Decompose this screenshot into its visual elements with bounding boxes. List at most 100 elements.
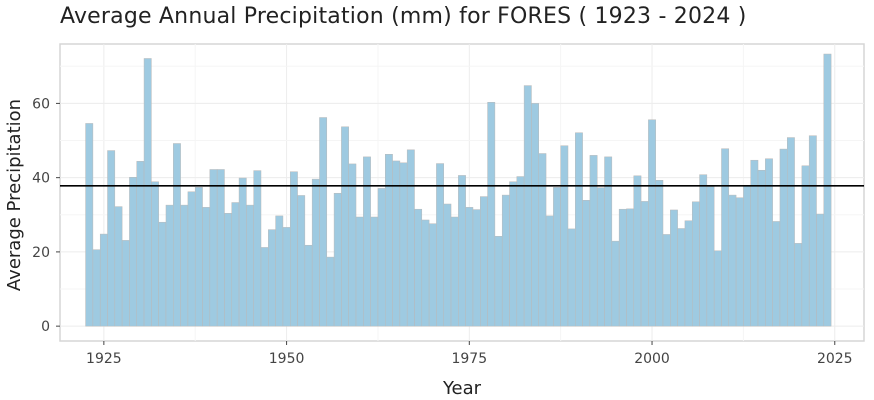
- bar: [121, 240, 130, 327]
- bar: [399, 162, 408, 327]
- bar: [421, 219, 430, 327]
- bar: [604, 156, 613, 327]
- x-tick-label: 1975: [451, 351, 487, 367]
- bar: [377, 188, 386, 327]
- bar: [670, 209, 678, 327]
- bar: [545, 215, 554, 327]
- bar: [289, 171, 298, 327]
- bar: [553, 187, 561, 327]
- bar: [772, 221, 781, 327]
- bar: [567, 228, 576, 327]
- bar: [743, 185, 751, 327]
- bar: [765, 158, 773, 327]
- bar: [333, 192, 342, 327]
- y-axis-title: Average Precipitation: [4, 99, 25, 291]
- bar: [99, 233, 108, 327]
- chart-title: Average Annual Precipitation (mm) for FO…: [60, 4, 747, 29]
- bar: [428, 223, 437, 327]
- y-tick-label: 60: [32, 96, 50, 112]
- bar: [472, 209, 481, 327]
- bar: [487, 102, 496, 327]
- bar: [509, 181, 518, 327]
- bar: [129, 177, 137, 327]
- bar: [311, 178, 320, 327]
- bar: [436, 163, 444, 327]
- bar: [757, 169, 766, 327]
- bar: [706, 186, 715, 327]
- bar: [801, 165, 810, 327]
- x-tick-label: 2025: [817, 351, 853, 367]
- bar: [216, 169, 225, 327]
- bar: [92, 249, 101, 327]
- bar: [326, 256, 335, 327]
- bar: [787, 137, 795, 327]
- bar: [640, 201, 649, 327]
- bar: [268, 229, 276, 327]
- bar: [699, 174, 708, 327]
- bar: [180, 204, 189, 327]
- bar: [713, 250, 722, 327]
- bar: [575, 132, 583, 327]
- bar: [224, 213, 233, 327]
- bar: [684, 220, 693, 327]
- bar: [582, 200, 591, 327]
- bar: [107, 150, 116, 327]
- bar: [501, 194, 510, 327]
- bar: [406, 149, 415, 327]
- x-axis-title: Year: [442, 378, 482, 399]
- bar: [816, 213, 825, 327]
- bar: [246, 204, 254, 327]
- bar: [808, 135, 817, 327]
- bar: [662, 234, 671, 327]
- bar: [304, 244, 313, 327]
- y-tick-label: 20: [32, 245, 50, 261]
- bar: [779, 148, 788, 327]
- bar: [114, 206, 123, 327]
- x-axis-ticks: 1925 1950 1975 2000 2025: [86, 341, 853, 367]
- bar: [633, 175, 642, 327]
- bar: [158, 221, 167, 327]
- x-tick-label: 1925: [86, 351, 122, 367]
- y-axis-ticks: 0 20 40 60: [32, 96, 60, 335]
- bar: [611, 240, 620, 327]
- bar: [728, 194, 737, 327]
- bar: [363, 156, 371, 327]
- y-tick-label: 0: [41, 319, 50, 335]
- bar: [238, 177, 247, 327]
- bar: [691, 201, 700, 327]
- bar: [655, 179, 664, 327]
- bar: [823, 53, 832, 327]
- bars: [85, 53, 832, 327]
- bar: [626, 208, 635, 327]
- bar: [143, 58, 152, 327]
- bar: [677, 228, 686, 327]
- y-tick-label: 40: [32, 171, 50, 187]
- bar: [794, 243, 803, 327]
- bar: [173, 143, 181, 327]
- bar: [648, 119, 656, 327]
- bar: [414, 208, 423, 327]
- bar: [589, 155, 598, 327]
- bar: [275, 215, 284, 327]
- bar: [523, 85, 532, 327]
- bar: [348, 163, 357, 327]
- bar: [538, 153, 547, 327]
- bar: [735, 197, 744, 327]
- bar: [319, 117, 328, 327]
- bar: [151, 181, 159, 327]
- bar: [282, 227, 291, 327]
- bar: [480, 196, 488, 327]
- bar: [260, 247, 269, 327]
- bar: [341, 126, 349, 327]
- bar: [721, 148, 730, 327]
- bar: [494, 236, 503, 327]
- bar: [231, 202, 240, 327]
- bar: [165, 204, 174, 327]
- bar: [450, 216, 459, 327]
- bar: [355, 216, 364, 327]
- bar: [443, 203, 452, 327]
- bar: [194, 187, 203, 327]
- bar: [560, 145, 569, 327]
- x-tick-label: 2000: [634, 351, 670, 367]
